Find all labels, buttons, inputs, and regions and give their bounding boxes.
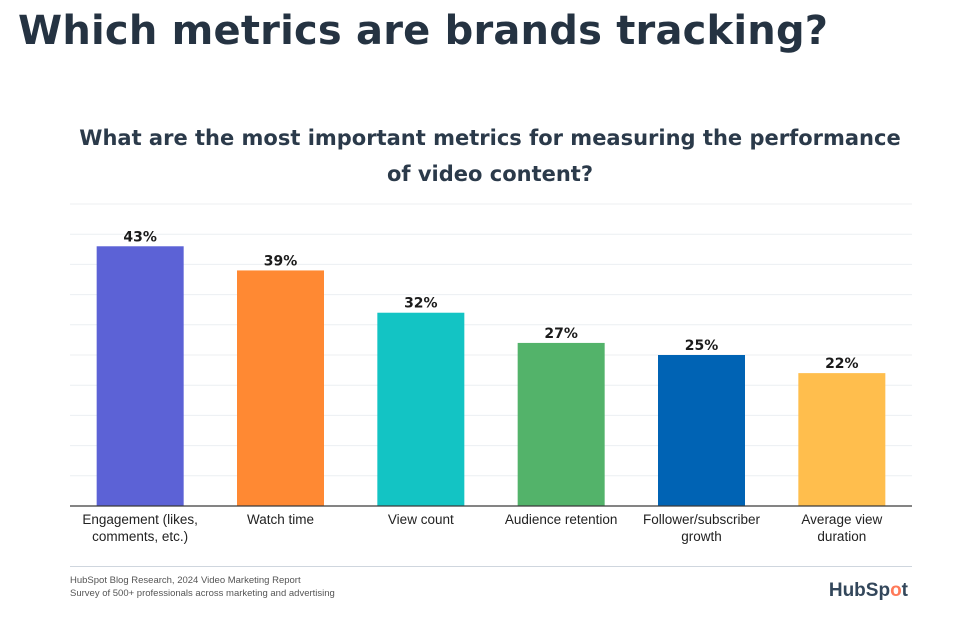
category-label-1-line-0: Watch time <box>246 512 314 527</box>
chart-title-line-1: What are the most important metrics for … <box>79 126 901 150</box>
category-label-5: Average view duration <box>772 511 912 545</box>
data-label-3: 27% <box>544 326 578 342</box>
category-label-5-line-1: duration <box>817 529 867 544</box>
bar-1 <box>237 270 324 506</box>
data-label-1: 39% <box>264 253 298 269</box>
category-label-5-line-0: Average view <box>801 512 883 527</box>
page-title: Which metrics are brands tracking? <box>18 8 829 54</box>
category-label-4: Follower/subscriber growth <box>632 511 772 545</box>
category-label-1: Watch time <box>211 511 351 528</box>
category-label-3-line-0: Audience retention <box>504 512 618 527</box>
bar-0 <box>96 246 184 506</box>
footer-divider <box>70 566 912 567</box>
category-label-3: Audience retention <box>491 511 631 528</box>
data-label-5: 22% <box>825 356 859 372</box>
category-label-2-line-0: View count <box>387 512 454 527</box>
source-line-1: HubSpot Blog Research, 2024 Video Market… <box>70 575 301 586</box>
source-note: HubSpot Blog Research, 2024 Video Market… <box>70 574 335 600</box>
bar-5 <box>798 373 886 506</box>
category-label-4-line-0: Follower/subscriber <box>642 512 761 527</box>
chart-title: What are the most important metrics for … <box>40 120 940 192</box>
data-label-4: 25% <box>685 338 719 354</box>
bar-4 <box>658 355 745 506</box>
chart-title-line-2: of video content? <box>386 162 594 186</box>
category-label-0-line-0: Engagement (likes, <box>82 512 198 527</box>
bar-3 <box>517 342 605 506</box>
source-line-2: Survey of 500+ professionals across mark… <box>70 588 335 599</box>
bar-2 <box>377 312 465 506</box>
hubspot-logo: HubSpot <box>828 580 908 601</box>
data-label-0: 43% <box>123 229 157 245</box>
category-label-4-line-1: growth <box>681 529 722 544</box>
data-label-2: 32% <box>404 296 438 312</box>
category-label-0: Engagement (likes, comments, etc.) <box>70 511 210 545</box>
category-label-0-line-1: comments, etc.) <box>92 529 189 544</box>
category-label-2: View count <box>351 511 491 528</box>
